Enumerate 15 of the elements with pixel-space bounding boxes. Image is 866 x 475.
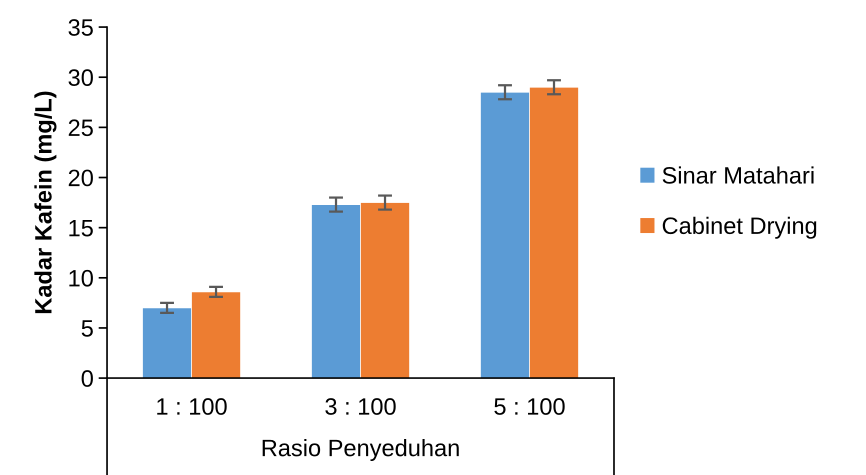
y-tick-label: 0 (82, 370, 93, 387)
y-tick-label: 5 (82, 320, 93, 337)
y-tick-label: 15 (69, 220, 93, 236)
x-tick-label: 5 : 100 (494, 398, 565, 415)
x-tick-label: 3 : 100 (325, 398, 396, 415)
y-tick-label: 35 (68, 19, 93, 36)
y-axis-title: Kadar Kafein (mg/L) (34, 92, 56, 314)
x-axis-title: Rasio Penyeduhan (262, 439, 459, 462)
legend-label: Sinar Matahari (662, 166, 814, 184)
y-tick-label: 10 (69, 270, 93, 287)
y-tick-label: 25 (68, 119, 93, 136)
legend-label: Cabinet Drying (662, 216, 816, 239)
x-tick-label: 1 : 100 (157, 398, 227, 415)
y-tick-label: 20 (68, 170, 93, 186)
y-tick-label: 30 (68, 69, 93, 86)
